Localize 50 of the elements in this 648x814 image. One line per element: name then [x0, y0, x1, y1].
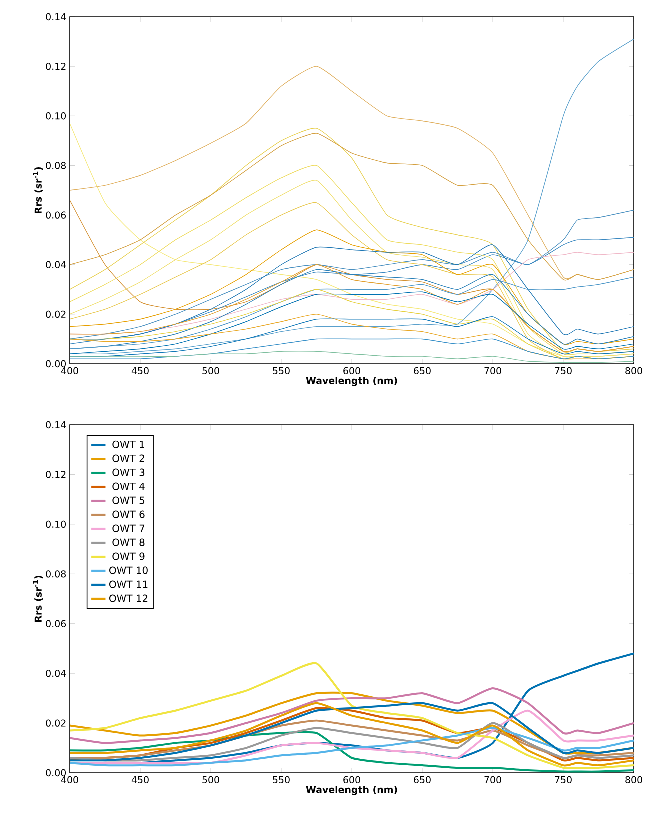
x-tick-label: 400 — [61, 367, 78, 375]
y-tick-label: 0.06 — [46, 620, 66, 628]
y-tick-label: 0.08 — [46, 162, 66, 170]
x-tick-label: 550 — [273, 367, 290, 375]
y-tick-label: 0.10 — [46, 520, 66, 528]
y-axis-title: Rrs (sr$^{-1}$) — [33, 576, 44, 622]
x-axis-title: Wavelength (nm) — [306, 377, 398, 386]
x-tick-label: 700 — [484, 776, 502, 784]
x-tick-label: 450 — [132, 776, 149, 784]
x-tick-label: 600 — [344, 367, 360, 375]
y-tick-label: 0.14 — [46, 13, 66, 21]
x-tick-label: 700 — [484, 367, 502, 375]
y-tick-label: 0.02 — [46, 310, 66, 318]
legend-label: OWT 6 — [112, 510, 145, 518]
legend-label: OWT 7 — [112, 524, 145, 532]
legend-label: OWT 1 — [112, 440, 144, 448]
legend-label: OWT 11 — [110, 580, 148, 588]
x-tick-label: 400 — [61, 776, 78, 784]
legend-label: OWT 8 — [112, 538, 145, 546]
y-tick-label: 0.00 — [46, 360, 66, 368]
x-tick-label: 800 — [626, 367, 642, 375]
legend-label: OWT 12 — [110, 594, 148, 602]
legend-label: OWT 3 — [112, 468, 145, 476]
y-tick-label: 0.06 — [46, 212, 66, 219]
x-tick-label: 650 — [414, 776, 431, 784]
x-tick-label: 500 — [202, 776, 220, 784]
y-tick-label: 0.04 — [46, 670, 66, 678]
y-tick-label: 0.14 — [46, 421, 66, 429]
y-tick-label: 0.10 — [46, 112, 66, 120]
x-axis-title: Wavelength (nm) — [306, 786, 398, 796]
x-tick-label: 600 — [344, 776, 360, 784]
x-tick-label: 500 — [202, 367, 220, 375]
y-tick-label: 0.12 — [46, 471, 66, 478]
legend-label: OWT 5 — [112, 496, 145, 504]
y-axis-title: Rrs (sr$^{-1}$) — [33, 167, 44, 214]
legend-label: OWT 9 — [112, 552, 145, 560]
legend-label: OWT 2 — [112, 454, 144, 462]
legend-label: OWT 10 — [110, 566, 148, 574]
y-tick-label: 0.12 — [46, 62, 66, 70]
y-tick-label: 0.08 — [46, 570, 66, 578]
x-tick-label: 750 — [555, 367, 572, 375]
x-tick-label: 450 — [132, 367, 149, 375]
x-tick-label: 800 — [626, 776, 642, 784]
y-tick-label: 0.02 — [46, 720, 66, 727]
y-tick-label: 0.04 — [46, 261, 66, 268]
x-tick-label: 550 — [273, 776, 290, 784]
x-tick-label: 650 — [414, 367, 431, 375]
y-tick-label: 0.00 — [46, 769, 66, 777]
legend-label: OWT 4 — [112, 482, 145, 490]
x-tick-label: 750 — [555, 776, 572, 784]
